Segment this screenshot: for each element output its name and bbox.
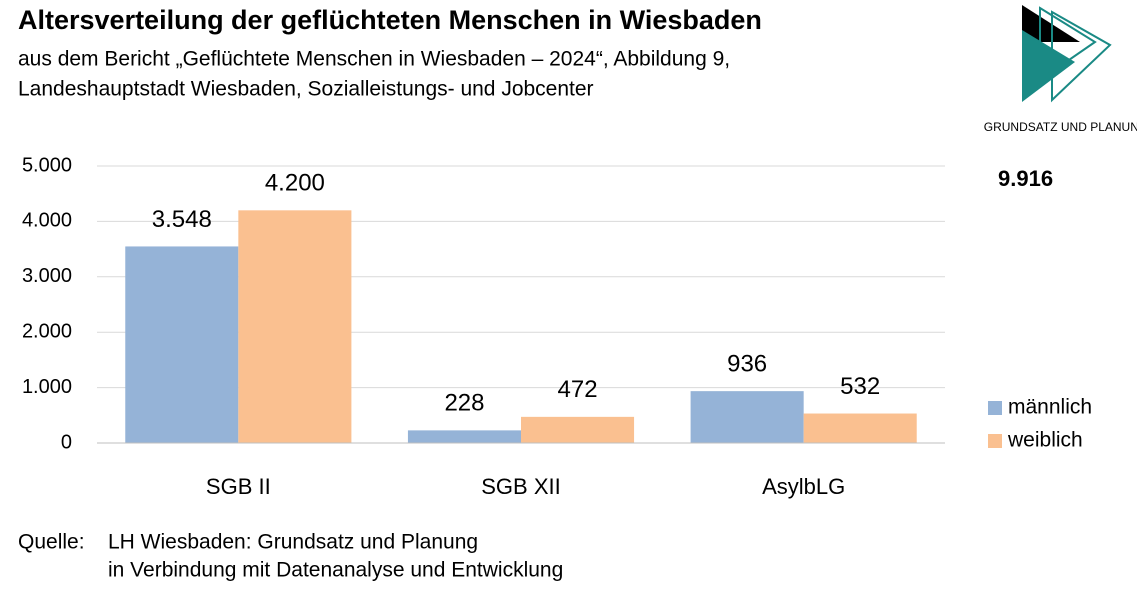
y-tick-label: 0 bbox=[61, 431, 72, 453]
bar bbox=[690, 391, 804, 443]
source-label: Quelle: bbox=[18, 531, 85, 554]
source-text: in Verbindung mit Datenanalyse und Entwi… bbox=[108, 559, 563, 582]
legend-swatch bbox=[988, 434, 1002, 448]
legend-label: weiblich bbox=[1007, 429, 1083, 452]
x-tick-label: SGB II bbox=[206, 474, 271, 499]
bar bbox=[803, 413, 917, 443]
bar bbox=[238, 210, 352, 443]
value-label: 228 bbox=[444, 390, 484, 417]
value-label: 532 bbox=[840, 373, 880, 400]
y-tick-label: 4.000 bbox=[22, 210, 72, 232]
subtitle: aus dem Bericht „Geflüchtete Menschen in… bbox=[18, 48, 730, 71]
y-tick-label: 2.000 bbox=[22, 320, 72, 342]
chart-title: Altersverteilung der geflüchteten Mensch… bbox=[18, 5, 762, 35]
x-tick-label: AsylbLG bbox=[762, 474, 845, 499]
bar bbox=[521, 416, 635, 443]
value-label: 936 bbox=[727, 350, 767, 377]
legend-label: männlich bbox=[1008, 396, 1092, 419]
source-text: LH Wiesbaden: Grundsatz und Planung bbox=[108, 531, 478, 554]
legend-swatch bbox=[988, 401, 1002, 415]
logo bbox=[1022, 5, 1112, 103]
value-label: 3.548 bbox=[152, 206, 212, 233]
value-label: 472 bbox=[558, 376, 598, 403]
y-tick-label: 3.000 bbox=[22, 265, 72, 287]
bar bbox=[407, 430, 521, 443]
value-label: 4.200 bbox=[265, 170, 325, 197]
y-tick-label: 1.000 bbox=[22, 376, 72, 398]
bar bbox=[125, 246, 239, 443]
x-tick-label: SGB XII bbox=[481, 474, 560, 499]
logo-text: GRUNDSATZ UND PLANUNG bbox=[984, 120, 1137, 134]
y-tick-label: 5.000 bbox=[22, 154, 72, 176]
annotation: 9.916 bbox=[998, 166, 1053, 191]
subtitle: Landeshauptstadt Wiesbaden, Sozialleistu… bbox=[18, 78, 594, 101]
